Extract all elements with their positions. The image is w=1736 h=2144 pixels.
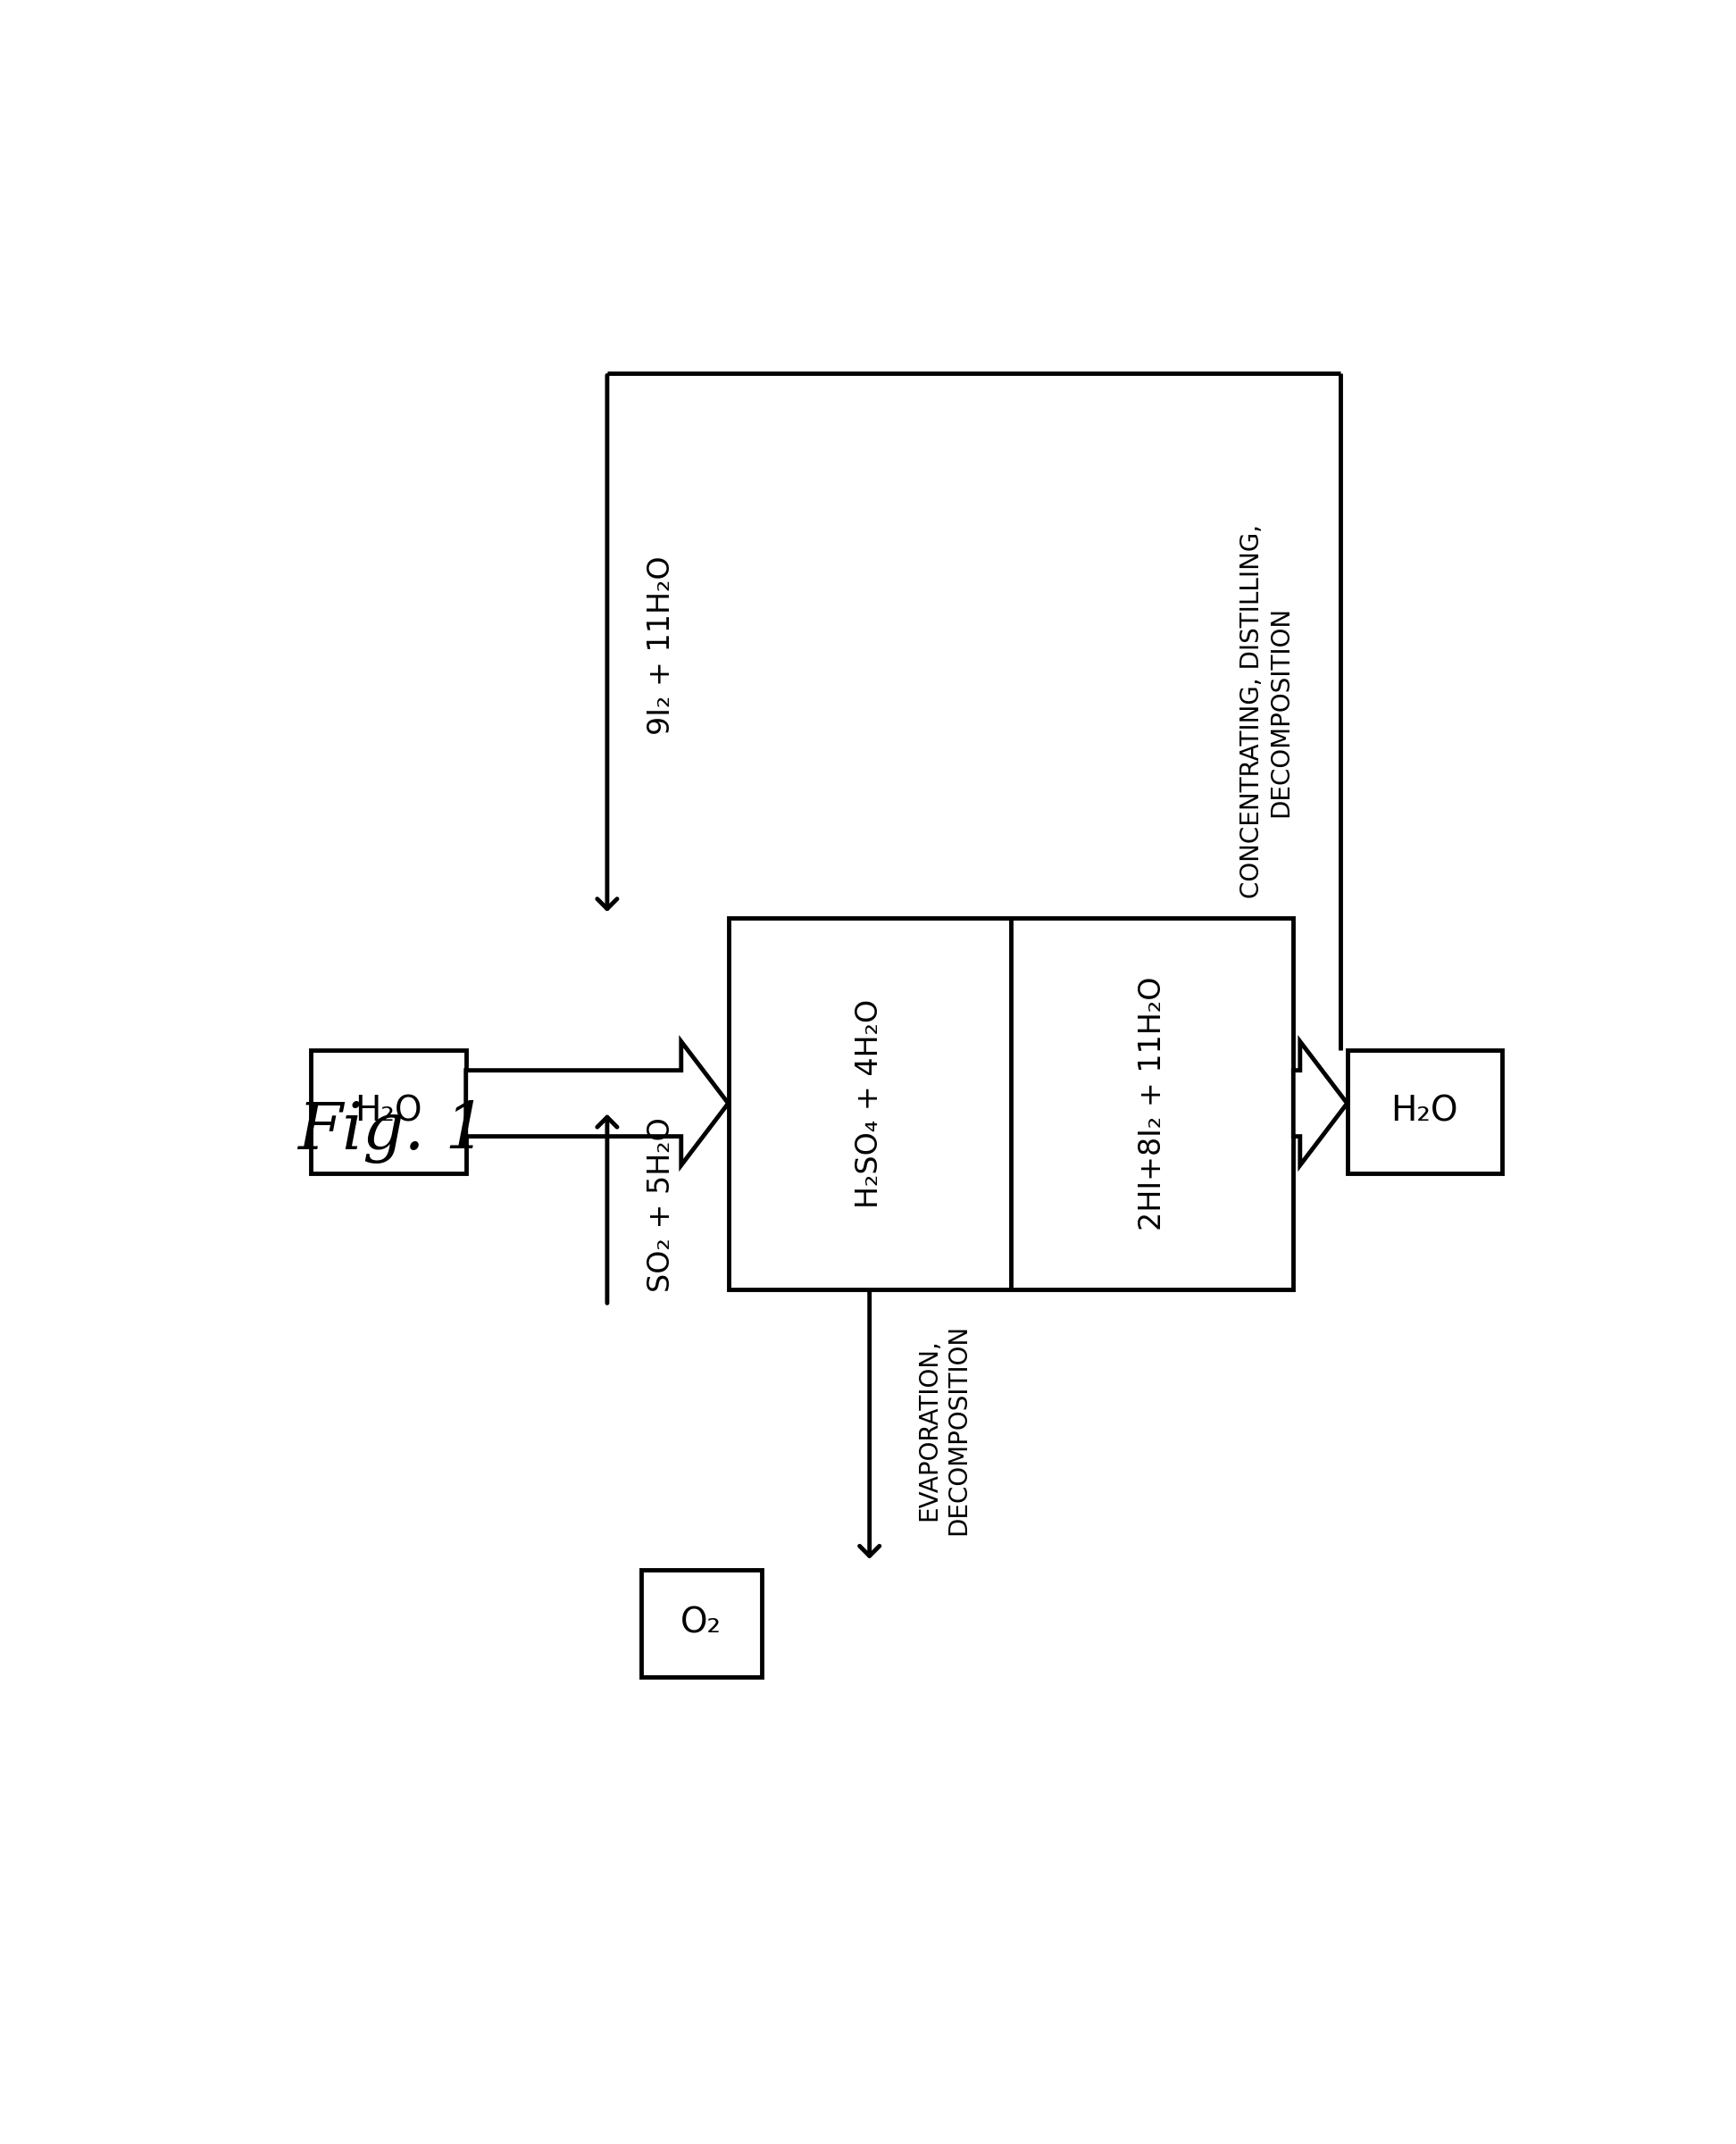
Text: 9I₂ + 11H₂O: 9I₂ + 11H₂O [646, 555, 675, 735]
Polygon shape [465, 1042, 729, 1164]
Text: EVAPORATION,
DECOMPOSITION: EVAPORATION, DECOMPOSITION [917, 1325, 970, 1535]
Text: O₂: O₂ [681, 1606, 722, 1640]
Text: 2HI+8I₂ + 11H₂O: 2HI+8I₂ + 11H₂O [1137, 976, 1167, 1231]
Polygon shape [1293, 1042, 1347, 1164]
Text: H₂SO₄ + 4H₂O: H₂SO₄ + 4H₂O [854, 999, 884, 1207]
Text: H₂O: H₂O [354, 1096, 422, 1128]
Bar [1347, 1051, 1502, 1173]
Bar [641, 1569, 762, 1677]
Text: H₂O: H₂O [1391, 1096, 1458, 1128]
Bar [311, 1051, 465, 1173]
Text: SO₂ + 5H₂O: SO₂ + 5H₂O [646, 1117, 675, 1293]
Text: Fig. 1: Fig. 1 [299, 1100, 486, 1164]
Bar [729, 918, 1293, 1289]
Text: CONCENTRATING, DISTILLING,
DECOMPOSITION: CONCENTRATING, DISTILLING, DECOMPOSITION [1240, 523, 1293, 898]
